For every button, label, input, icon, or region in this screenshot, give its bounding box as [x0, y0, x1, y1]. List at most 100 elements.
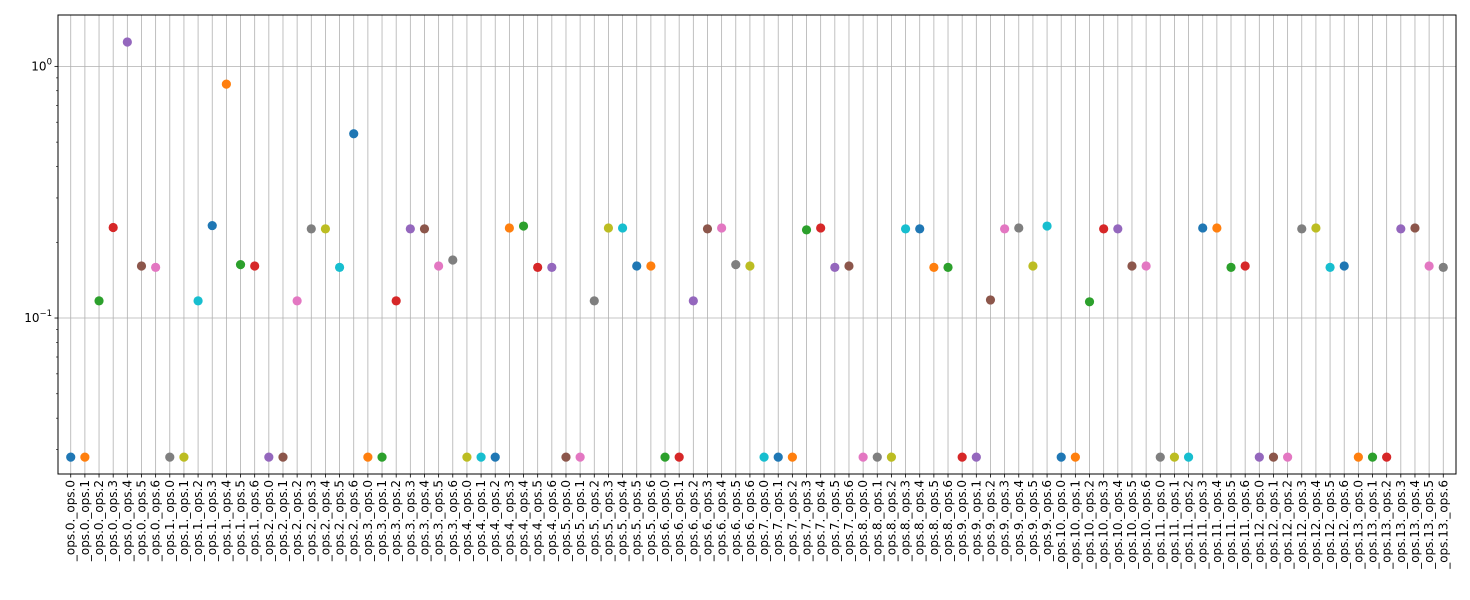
data-point	[561, 452, 571, 462]
x-tick-label: _ops.8._ops.0	[856, 480, 870, 562]
x-tick-label: _ops.6._ops.6	[743, 480, 757, 562]
data-point	[136, 261, 147, 271]
x-tick-label: _ops.11._ops.0	[1153, 480, 1167, 570]
y-tick-label: 100	[31, 57, 52, 73]
x-tick-label: _ops.2._ops.1	[276, 480, 290, 562]
x-axis: _ops.0._ops.0 _ops.0._ops.1 _ops.0._ops.2 _…	[64, 474, 1450, 570]
data-point	[250, 261, 260, 271]
x-tick-label: _ops.9._ops.0	[955, 480, 969, 562]
x-tick-label: _ops.10._ops.5	[1125, 480, 1139, 570]
data-point	[1070, 452, 1080, 462]
data-point	[193, 296, 203, 306]
data-point	[632, 261, 642, 271]
data-point	[943, 262, 953, 272]
data-point	[1127, 261, 1137, 271]
x-tick-label: _ops.4._ops.3	[502, 480, 516, 562]
x-tick-label: _ops.0._ops.1	[78, 480, 92, 562]
x-tick-label: _ops.13._ops.5	[1422, 480, 1436, 570]
data-point	[462, 452, 472, 462]
data-point	[349, 129, 359, 139]
data-point	[363, 452, 373, 462]
data-point	[80, 452, 90, 462]
x-tick-label: _ops.13._ops.2	[1380, 480, 1394, 570]
data-point	[504, 223, 514, 233]
data-point	[292, 296, 302, 306]
data-point	[518, 221, 529, 231]
x-tick-label: _ops.5._ops.3	[601, 480, 615, 562]
x-tick-label: _ops.9._ops.3	[998, 480, 1012, 562]
data-point	[1240, 261, 1250, 271]
y-axis: 10−1 100	[24, 57, 58, 450]
x-tick-label: _ops.11._ops.6	[1238, 480, 1252, 570]
data-point	[320, 224, 331, 234]
data-point	[1438, 262, 1448, 272]
data-point	[1339, 261, 1349, 271]
data-point	[971, 452, 981, 462]
data-point	[844, 261, 854, 271]
data-point	[900, 224, 911, 234]
data-point	[1141, 261, 1151, 271]
x-tick-label: _ops.8._ops.5	[927, 480, 941, 562]
x-tick-label: _ops.9._ops.1	[969, 480, 983, 562]
data-point	[1367, 452, 1378, 462]
data-point	[603, 223, 614, 233]
data-point	[179, 452, 189, 462]
x-tick-label: _ops.6._ops.4	[715, 480, 729, 562]
data-point	[434, 261, 444, 271]
data-point	[66, 452, 76, 462]
x-tick-label: _ops.10._ops.3	[1097, 480, 1111, 570]
data-point	[547, 262, 557, 272]
data-point	[490, 452, 500, 462]
x-tick-label: _ops.9._ops.6	[1040, 480, 1054, 562]
data-point	[334, 262, 345, 272]
x-tick-label: _ops.7._ops.6	[842, 480, 856, 562]
data-point	[448, 255, 458, 265]
data-point	[816, 223, 826, 233]
data-point	[617, 223, 628, 233]
x-tick-label: _ops.2._ops.3	[304, 480, 318, 562]
data-point	[801, 225, 812, 235]
data-point	[94, 296, 104, 306]
data-point	[1212, 223, 1222, 233]
x-tick-label: _ops.13._ops.6	[1436, 480, 1450, 570]
data-point	[1325, 262, 1335, 272]
x-tick-label: _ops.6._ops.1	[672, 480, 686, 562]
data-point	[1268, 452, 1279, 462]
x-tick-label: _ops.4._ops.4	[517, 480, 531, 562]
x-tick-label: _ops.10._ops.2	[1083, 480, 1097, 570]
x-tick-label: _ops.3._ops.3	[403, 480, 417, 562]
data-point	[165, 452, 175, 462]
x-tick-label: _ops.6._ops.2	[686, 480, 700, 562]
x-tick-label: _ops.6._ops.0	[658, 480, 672, 562]
data-points	[66, 37, 1448, 462]
data-point	[1424, 261, 1434, 271]
data-point	[589, 296, 599, 306]
x-tick-label: _ops.9._ops.4	[1012, 480, 1026, 562]
data-point	[1155, 452, 1165, 462]
data-point	[745, 261, 755, 271]
x-tick-label: _ops.8._ops.3	[899, 480, 913, 562]
x-tick-label: _ops.3._ops.0	[361, 480, 375, 562]
data-point	[957, 452, 967, 462]
x-tick-label: _ops.7._ops.2	[785, 480, 799, 562]
data-point	[1297, 224, 1307, 234]
data-point	[1014, 223, 1024, 233]
x-tick-label: _ops.5._ops.5	[630, 480, 644, 562]
data-point	[872, 452, 882, 462]
data-point	[858, 452, 868, 462]
x-tick-label: _ops.1._ops.0	[163, 480, 177, 562]
data-point	[660, 452, 670, 462]
x-tick-label: _ops.4._ops.0	[460, 480, 474, 562]
x-tick-label: _ops.7._ops.1	[771, 480, 785, 562]
data-point	[264, 452, 274, 462]
x-tick-label: _ops.4._ops.5	[531, 480, 545, 562]
data-point	[1353, 452, 1363, 462]
data-point	[1183, 452, 1194, 462]
x-tick-label: _ops.12._ops.0	[1252, 480, 1266, 570]
x-tick-label: _ops.6._ops.5	[729, 480, 743, 562]
x-tick-label: _ops.8._ops.4	[913, 480, 927, 562]
x-tick-label: _ops.13._ops.3	[1394, 480, 1408, 570]
x-tick-label: _ops.3._ops.2	[389, 480, 403, 562]
x-tick-label: _ops.12._ops.1	[1266, 480, 1280, 570]
x-tick-label: _ops.0._ops.5	[134, 480, 148, 562]
